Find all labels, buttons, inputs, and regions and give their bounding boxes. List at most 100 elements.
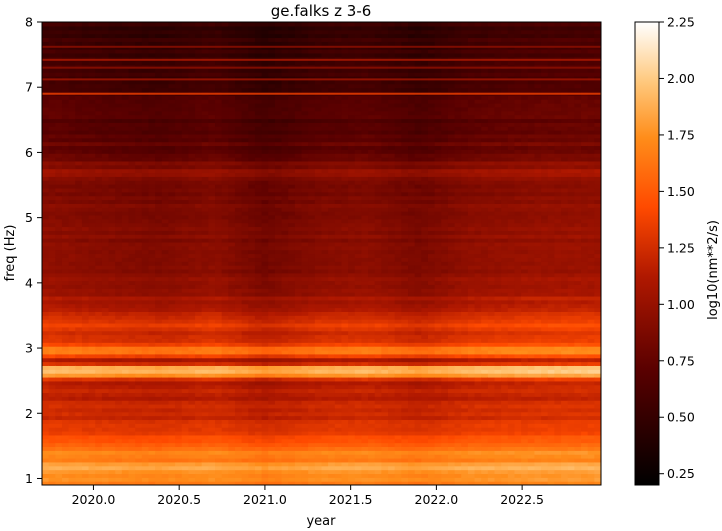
heatmap-cell xyxy=(55,396,63,401)
heatmap-cell xyxy=(188,303,196,309)
heatmap-cell xyxy=(188,41,196,46)
heatmap-cell xyxy=(274,25,283,31)
heatmap-cell xyxy=(101,222,110,228)
heatmap-cell xyxy=(301,419,309,424)
heatmap-cell xyxy=(75,164,83,170)
heatmap-cell xyxy=(115,365,123,370)
heatmap-cell xyxy=(201,369,209,374)
heatmap-cell xyxy=(254,307,263,312)
heatmap-cell xyxy=(181,211,189,216)
heatmap-cell xyxy=(188,222,196,228)
heatmap-cell xyxy=(141,99,150,104)
heatmap-cell xyxy=(308,41,316,46)
heatmap-cell xyxy=(314,299,323,305)
heatmap-cell xyxy=(121,469,130,475)
heatmap-cell xyxy=(155,176,163,181)
heatmap-cell xyxy=(161,126,170,131)
heatmap-cell xyxy=(161,384,170,390)
heatmap-cell xyxy=(141,218,150,224)
heatmap-cell xyxy=(221,130,229,135)
heatmap-cell xyxy=(268,430,276,436)
heatmap-cell xyxy=(55,373,63,378)
heatmap-cell xyxy=(294,95,303,100)
heatmap-cell xyxy=(155,288,163,293)
heatmap-cell xyxy=(268,153,276,158)
heatmap-cell xyxy=(61,369,70,374)
heatmap-cell xyxy=(268,457,276,463)
heatmap-cell xyxy=(208,211,216,216)
heatmap-cell xyxy=(195,72,203,77)
heatmap-cell xyxy=(215,265,223,270)
heatmap-cell xyxy=(301,37,309,42)
heatmap-cell xyxy=(108,203,116,208)
heatmap-cell xyxy=(115,234,123,239)
heatmap-cell xyxy=(195,180,203,185)
heatmap-cell xyxy=(228,311,236,316)
heatmap-cell xyxy=(155,52,163,58)
heatmap-cell xyxy=(48,79,56,85)
heatmap-cell xyxy=(181,122,189,127)
heatmap-cell xyxy=(115,157,123,162)
heatmap-cell xyxy=(48,284,56,289)
heatmap-cell xyxy=(308,396,316,401)
heatmap-cell xyxy=(48,230,56,235)
heatmap-cell xyxy=(208,60,216,66)
heatmap-cell xyxy=(108,99,116,104)
heatmap-cell xyxy=(168,110,176,116)
heatmap-cell xyxy=(274,214,283,220)
heatmap-cell xyxy=(88,400,96,405)
heatmap-cell xyxy=(42,400,50,405)
heatmap-cell xyxy=(215,195,223,201)
heatmap-cell xyxy=(215,292,223,297)
heatmap-cell xyxy=(55,168,63,174)
heatmap-cell xyxy=(155,145,163,150)
heatmap-cell xyxy=(201,191,209,197)
heatmap-cell xyxy=(95,168,103,174)
heatmap-cell xyxy=(168,272,176,278)
heatmap-cell xyxy=(314,257,323,262)
heatmap-cell xyxy=(75,268,83,274)
heatmap-cell xyxy=(301,477,309,482)
heatmap-cell xyxy=(141,106,150,112)
heatmap-cell xyxy=(294,249,303,255)
heatmap-cell xyxy=(254,373,263,378)
heatmap-cell xyxy=(228,226,236,231)
heatmap-cell xyxy=(155,195,163,201)
heatmap-cell xyxy=(75,353,83,359)
heatmap-cell xyxy=(168,450,176,455)
heatmap-cell xyxy=(128,349,136,355)
heatmap-cell xyxy=(248,106,256,112)
heatmap-cell xyxy=(48,199,56,204)
heatmap-cell xyxy=(128,207,136,212)
heatmap-cell xyxy=(221,87,229,93)
heatmap-cell xyxy=(101,342,110,347)
heatmap-cell xyxy=(168,83,176,89)
heatmap-cell xyxy=(95,276,103,282)
heatmap-cell xyxy=(241,249,249,255)
heatmap-cell xyxy=(301,446,309,451)
heatmap-cell xyxy=(195,261,203,266)
heatmap-cell xyxy=(81,114,90,120)
heatmap-cell xyxy=(148,407,156,413)
heatmap-cell xyxy=(121,376,130,382)
heatmap-cell xyxy=(268,403,276,409)
heatmap-cell xyxy=(55,326,63,332)
heatmap-cell xyxy=(241,261,249,266)
heatmap-cell xyxy=(48,411,56,417)
heatmap-cell xyxy=(234,330,243,336)
heatmap-cell xyxy=(261,130,269,135)
heatmap-cell xyxy=(274,122,283,127)
heatmap-cell xyxy=(68,195,76,201)
heatmap-cell xyxy=(141,176,150,181)
heatmap-cell xyxy=(254,427,263,432)
heatmap-cell xyxy=(155,41,163,46)
heatmap-cell xyxy=(108,218,116,224)
heatmap-cell xyxy=(308,434,316,440)
heatmap-cell xyxy=(308,457,316,463)
heatmap-cell xyxy=(215,338,223,343)
heatmap-cell xyxy=(208,160,216,166)
heatmap-cell xyxy=(148,222,156,228)
heatmap-cell xyxy=(95,141,103,147)
heatmap-cell xyxy=(68,438,76,444)
heatmap-cell xyxy=(68,226,76,231)
